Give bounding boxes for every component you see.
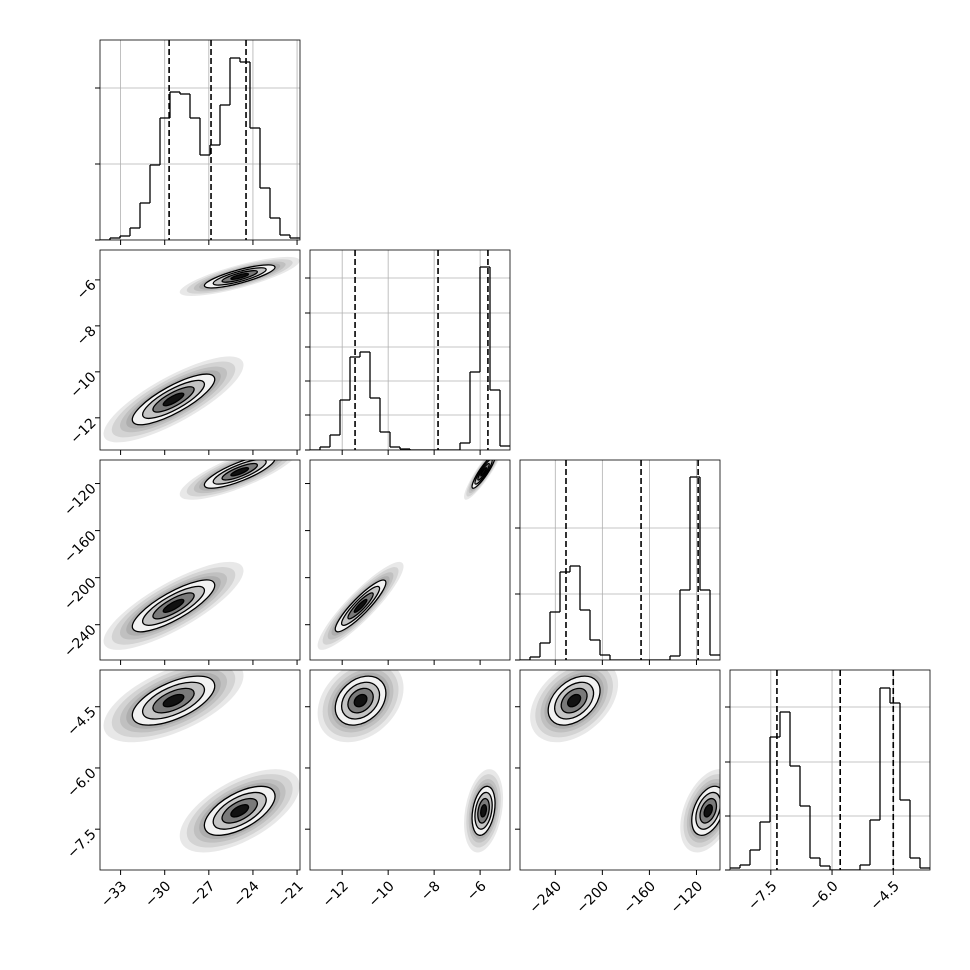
density-contour — [230, 272, 250, 280]
x-tick-label: −120 — [668, 878, 707, 917]
panel-frame — [99, 39, 301, 241]
panel-frame — [309, 459, 511, 661]
x-tick-label: −7.5 — [745, 878, 780, 913]
density-contour — [353, 598, 368, 614]
panel — [103, 670, 300, 853]
y-tick-label: −200 — [61, 575, 100, 614]
y-tick-label: −160 — [61, 528, 100, 567]
y-tick-label: −120 — [61, 481, 100, 520]
density-contour — [480, 804, 488, 818]
y-tick-label: −12 — [67, 415, 99, 447]
panel-frame — [99, 249, 301, 451]
panel — [103, 256, 300, 443]
x-tick-label: −240 — [526, 878, 565, 917]
x-tick-label: −12 — [320, 878, 352, 910]
x-tick-label: −4.5 — [868, 878, 903, 913]
panel-frame — [99, 459, 301, 661]
y-tick-label: −7.5 — [64, 827, 99, 862]
panel — [317, 670, 504, 853]
density-contour — [703, 804, 714, 818]
panel — [530, 670, 720, 853]
panel-frame — [309, 249, 511, 451]
density-contour — [162, 693, 185, 708]
y-tick-label: −4.5 — [64, 704, 99, 739]
density-contour — [353, 693, 368, 708]
panel-frame — [729, 669, 931, 871]
y-tick-label: −240 — [61, 622, 100, 661]
x-tick-label: −30 — [142, 878, 174, 910]
density-contour — [162, 392, 185, 407]
y-tick-label: −6.0 — [64, 765, 99, 800]
x-tick-label: −33 — [98, 878, 130, 910]
panel — [103, 460, 300, 650]
x-tick-label: −200 — [574, 878, 613, 917]
x-tick-label: −8 — [418, 878, 444, 904]
panel — [317, 460, 504, 650]
x-tick-label: −160 — [621, 878, 660, 917]
panel — [100, 40, 300, 240]
y-tick-label: −8 — [74, 323, 100, 349]
x-tick-label: −6.0 — [806, 878, 841, 913]
panel — [310, 250, 510, 450]
y-tick-label: −6 — [74, 277, 100, 303]
density-contour — [566, 693, 582, 708]
density-contour — [230, 804, 250, 818]
panel — [730, 670, 930, 870]
density-contour — [162, 598, 185, 614]
x-tick-label: −21 — [275, 878, 307, 910]
x-tick-label: −10 — [366, 878, 398, 910]
x-tick-label: −6 — [464, 878, 490, 904]
panel — [520, 460, 720, 660]
x-tick-label: −27 — [186, 878, 218, 910]
panel-frame — [519, 669, 721, 871]
x-tick-label: −24 — [230, 878, 262, 910]
panel-frame — [519, 459, 721, 661]
panel-frame — [309, 669, 511, 871]
panel-frame — [99, 669, 301, 871]
density-contour — [230, 466, 250, 477]
density-contour — [480, 466, 488, 477]
y-tick-label: −10 — [67, 369, 99, 401]
